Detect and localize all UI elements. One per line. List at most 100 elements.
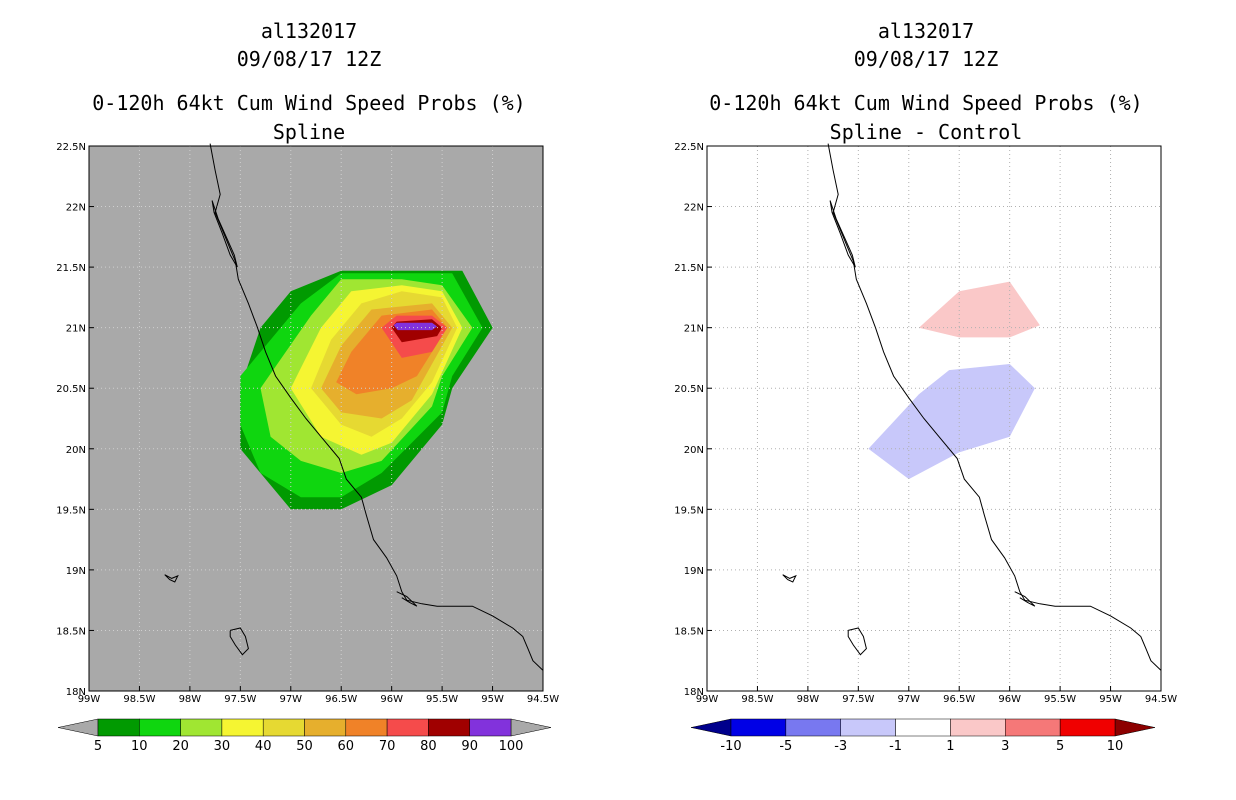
right-ytick-label-0: 18N [684,687,704,698]
left-coast-bay [396,591,418,607]
left-title-line-1: al132017 [261,19,357,43]
left-coast-island-2 [229,627,249,656]
right-ytick-label-8: 22N [684,203,704,214]
right-coast-island-2 [847,627,867,656]
left-colorbar-label-9: 90 [461,739,478,754]
right-ytick-label-6: 21N [684,324,704,335]
right-xtick-label-5: 96.5W [943,694,975,705]
right-ticks: 99W 98.5W 98W 97.5W 97W 96.5W 96W 95.5W 95W 94.5W… [674,142,1177,705]
right-contour-0 [918,281,1040,338]
left-coastline [164,143,544,671]
right-xtick-label-8: 95W [1099,694,1122,705]
left-grid [89,146,543,691]
left-ytick-label-5: 20.5N [56,384,86,395]
right-colorbar-label-5: 3 [1001,739,1009,754]
right-ytick-label-4: 20N [684,445,704,456]
right-xtick-label-1: 98.5W [741,694,773,705]
right-ytick-label-5: 20.5N [674,384,704,395]
left-xtick-label-2: 98W [179,694,202,705]
left-xtick-label-1: 98.5W [123,694,155,705]
right-colorbar-swatch-2 [840,718,896,737]
left-colorbar-swatch-8 [428,718,470,737]
left-xtick-label-3: 97.5W [224,694,256,705]
panel-left: al132017 09/08/17 12Z 0-120h 64kt Cum Wi… [56,19,559,754]
right-colorbar-label-3: -1 [889,739,902,754]
right-xtick-label-6: 96W [998,694,1021,705]
right-colorbar-label-2: -3 [834,739,847,754]
right-contours [868,281,1040,480]
left-ytick-label-8: 22N [66,203,86,214]
left-xtick-label-6: 96W [380,694,403,705]
right-colorbar-swatch-5 [1005,718,1061,737]
left-xtick-label-4: 97W [279,694,302,705]
right-contour-1 [868,364,1035,480]
right-xtick-label-2: 98W [797,694,820,705]
left-colorbar-swatch-0 [97,718,140,737]
left-colorbar-low-arrow [57,718,99,737]
left-colorbar-swatch-1 [139,718,181,737]
left-coast-island-1 [164,574,179,583]
left-ytick-label-2: 19N [66,566,86,577]
right-coast-bay [1014,591,1036,607]
right-colorbar-label-7: 10 [1107,739,1124,754]
left-xtick-label-5: 96.5W [325,694,357,705]
left-colorbar-swatch-3 [221,718,264,737]
right-title-line-3: 0-120h 64kt Cum Wind Speed Probs (%) [709,91,1142,115]
right-coast-main [827,143,1162,671]
left-colorbar-label-0: 5 [94,739,102,754]
left-colorbar-high-arrow [510,718,552,737]
right-title-line-1: al132017 [878,19,974,43]
left-colorbar-label-6: 60 [338,739,355,754]
right-coast-island-1 [782,574,797,583]
left-ytick-label-0: 18N [66,687,86,698]
right-colorbar-label-6: 5 [1056,739,1064,754]
left-title-line-3: 0-120h 64kt Cum Wind Speed Probs (%) [92,91,525,115]
left-xtick-label-7: 95.5W [426,694,458,705]
right-colorbar-swatch-6 [1059,718,1116,737]
right-ytick-label-9: 22.5N [674,142,704,153]
left-colorbar-swatch-9 [469,718,512,737]
right-coast-lagoon [829,200,856,268]
left-colorbar-swatch-5 [304,718,347,737]
right-xtick-label-3: 97.5W [842,694,874,705]
left-coast-lagoon [211,200,238,268]
left-plot-frame [88,145,544,692]
right-xtick-label-4: 97W [897,694,920,705]
right-title-line-4: Spline - Control [830,120,1023,144]
left-xtick-label-9: 94.5W [527,694,559,705]
right-colorbar-swatch-3 [895,718,951,737]
right-colorbar-swatch-0 [730,718,787,737]
left-ytick-label-4: 20N [66,445,86,456]
left-colorbar-label-10: 100 [499,739,524,754]
right-ytick-label-3: 19.5N [674,505,704,516]
left-colorbar-swatch-7 [386,718,429,737]
right-colorbar-swatch-1 [785,718,841,737]
left-colorbar-label-4: 40 [255,739,272,754]
left-coast-main [209,143,544,671]
right-ytick-label-1: 18.5N [674,626,704,637]
right-plot-frame [706,145,1162,692]
panel-right: al132017 09/08/17 12Z 0-120h 64kt Cum Wi… [674,19,1177,754]
right-xtick-label-0: 99W [696,694,719,705]
right-colorbar-label-0: -10 [720,739,741,754]
right-ytick-label-2: 19N [684,566,704,577]
left-title-line-2: 09/08/17 12Z [237,47,382,71]
left-ticks: 99W 98.5W 98W 97.5W 97W 96.5W 96W 95.5W 95W 94.5W… [56,142,559,705]
left-colorbar-swatch-4 [262,718,305,737]
left-title-line-4: Spline [273,120,345,144]
left-ytick-label-9: 22.5N [56,142,86,153]
right-colorbar-high-arrow [1114,718,1156,737]
right-colorbar-low-arrow [690,718,732,737]
left-colorbar-label-2: 20 [172,739,189,754]
left-colorbar-swatch-6 [345,718,388,737]
left-colorbar-label-8: 80 [420,739,437,754]
left-ytick-label-7: 21.5N [56,263,86,274]
left-colorbar-swatch-2 [180,718,223,737]
right-ytick-label-7: 21.5N [674,263,704,274]
left-ytick-label-1: 18.5N [56,626,86,637]
right-coastline [782,143,1162,671]
left-contour-9 [393,322,438,331]
left-ytick-label-3: 19.5N [56,505,86,516]
right-title-line-2: 09/08/17 12Z [854,47,999,71]
